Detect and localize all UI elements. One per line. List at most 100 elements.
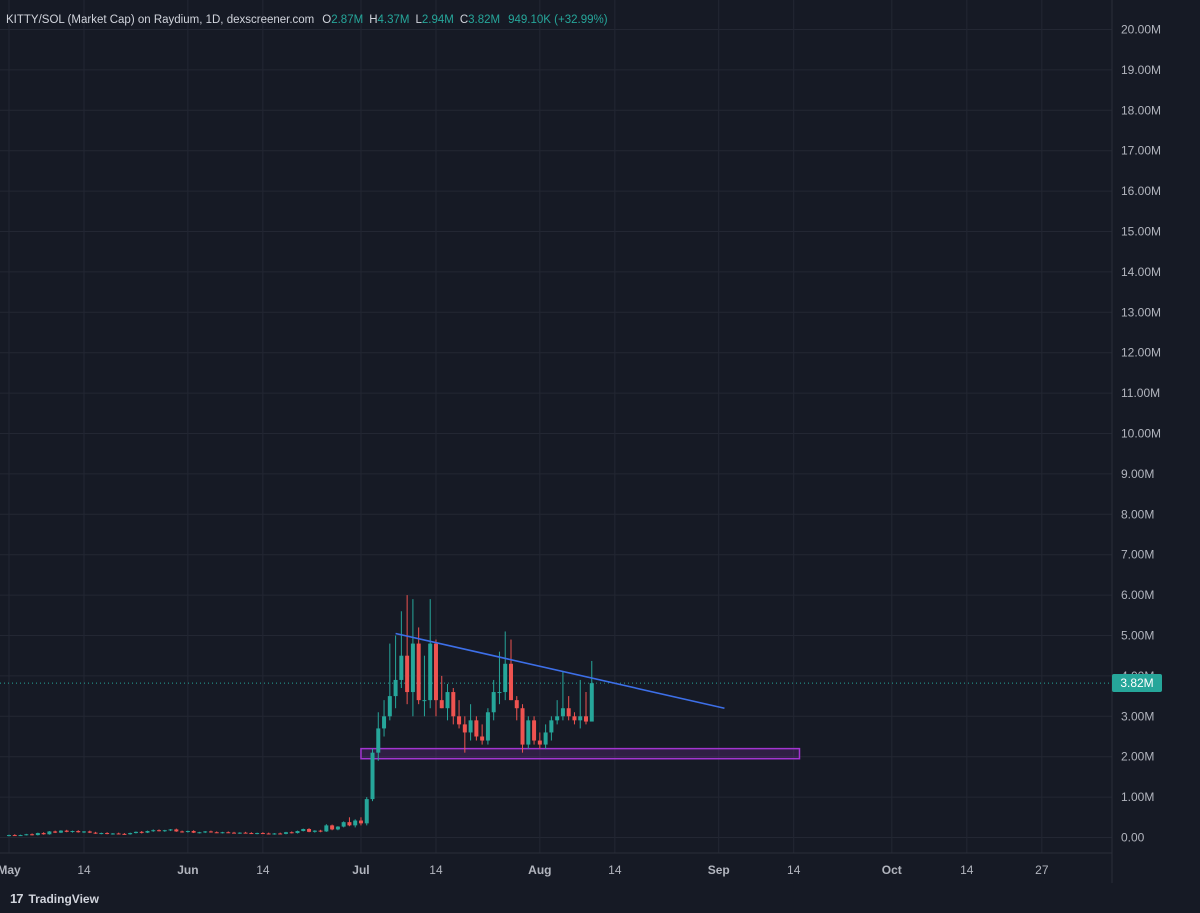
candle-body xyxy=(532,720,537,741)
candle-body xyxy=(462,724,467,733)
x-tick-label: Oct xyxy=(882,863,902,877)
y-tick-label: 11.00M xyxy=(1121,386,1160,400)
x-tick-label: Sep xyxy=(708,863,730,877)
candle-body xyxy=(7,835,11,837)
x-tick-label: 14 xyxy=(787,863,801,877)
candle-body xyxy=(185,831,190,833)
candle-body xyxy=(584,716,588,722)
candle-body xyxy=(64,830,69,832)
candle-body xyxy=(145,831,150,833)
candle-body xyxy=(255,833,260,835)
y-tick-label: 10.00M xyxy=(1121,427,1161,441)
candle-body xyxy=(520,708,525,745)
candle-body xyxy=(82,831,87,833)
candle-body xyxy=(174,829,179,832)
candle-body xyxy=(537,740,542,745)
x-axis-ticks: May 14 Jun 14 Jul 14 Aug 14 Sep 14 Oct 14 27 xyxy=(0,863,1049,877)
open-label: O xyxy=(322,14,332,26)
candle-body xyxy=(324,825,329,832)
close-label: C xyxy=(459,14,469,26)
candle-body xyxy=(428,643,433,701)
candle-body xyxy=(197,832,202,834)
candle-body xyxy=(503,663,508,693)
x-tick-label: 14 xyxy=(429,863,443,877)
candle-body xyxy=(41,833,46,835)
high-value: 4.37M xyxy=(377,14,410,26)
tradingview-brand[interactable]: 17 TradingView xyxy=(10,891,99,906)
change-value: 949.10K (+32.99%) xyxy=(508,14,608,26)
candle-body xyxy=(203,831,208,833)
candle-body xyxy=(30,834,35,836)
x-tick-label: Jul xyxy=(352,863,369,877)
y-tick-label: 19.00M xyxy=(1121,63,1161,77)
candle-body xyxy=(341,822,346,827)
x-tick-label: 14 xyxy=(608,863,622,877)
y-tick-label: 1.00M xyxy=(1121,790,1154,804)
candle-body xyxy=(301,829,306,832)
candle-body xyxy=(335,826,340,830)
high-label: H xyxy=(369,14,378,26)
candle-body xyxy=(243,832,248,834)
y-axis-ticks: 0.001.00M2.00M3.00M4.00M5.00M6.00M7.00M8… xyxy=(1121,23,1161,845)
y-tick-label: 3.00M xyxy=(1121,709,1154,723)
y-tick-label: 13.00M xyxy=(1121,305,1161,319)
candle-body xyxy=(139,831,144,833)
y-tick-label: 7.00M xyxy=(1121,548,1154,562)
candle-body xyxy=(151,830,156,832)
candle-body xyxy=(485,712,490,741)
candle-body xyxy=(162,830,167,832)
candle-body xyxy=(543,732,548,745)
candle-body xyxy=(387,696,392,717)
candle-body xyxy=(47,831,52,835)
candle-body xyxy=(76,831,81,833)
chart-symbol: KITTY/SOL (Market Cap) on Raydium, 1D, d… xyxy=(6,14,315,26)
candle-body xyxy=(214,832,219,834)
candle-body xyxy=(514,700,519,709)
x-tick-label: May xyxy=(0,863,21,877)
candle-body xyxy=(318,830,323,832)
candle-body xyxy=(330,825,335,830)
tradingview-logo-icon: 17 xyxy=(10,891,24,906)
chart-legend: KITTY/SOL (Market Cap) on Raydium, 1D, d… xyxy=(6,14,608,26)
candle-body xyxy=(105,833,110,835)
candle-body xyxy=(278,833,283,835)
open-value: 2.87M xyxy=(331,14,364,26)
candle-body xyxy=(457,716,462,725)
candle-body xyxy=(191,831,196,833)
trendline-segment xyxy=(395,632,725,710)
candle-body xyxy=(358,820,363,824)
candle-body xyxy=(116,833,121,835)
support-zone[interactable] xyxy=(360,747,801,760)
candle-body xyxy=(180,831,185,833)
candle-body xyxy=(133,831,138,834)
candle-body xyxy=(416,643,421,701)
resistance-trendline[interactable] xyxy=(395,632,725,710)
x-tick-label: 27 xyxy=(1035,863,1049,877)
candle-body xyxy=(226,832,231,834)
y-tick-label: 0.00 xyxy=(1121,831,1145,845)
candle-body xyxy=(555,716,560,721)
y-tick-label: 17.00M xyxy=(1121,144,1161,158)
candle-body xyxy=(572,716,577,721)
candle-body xyxy=(295,831,300,834)
candle-body xyxy=(376,728,381,753)
candle-body xyxy=(93,832,98,834)
candle-body xyxy=(122,833,127,835)
candle-body xyxy=(128,833,133,835)
candle-body xyxy=(53,831,58,833)
candle-body xyxy=(433,643,438,701)
candle-body xyxy=(549,720,554,733)
candle-body xyxy=(508,663,513,701)
candle-body xyxy=(237,832,242,834)
y-tick-label: 16.00M xyxy=(1121,184,1161,198)
candle-body xyxy=(266,833,271,835)
candle-body xyxy=(260,833,265,835)
candle-body xyxy=(578,716,583,721)
candle-body xyxy=(289,832,294,834)
candle-body xyxy=(312,830,317,832)
y-tick-label: 8.00M xyxy=(1121,507,1154,521)
candle-body xyxy=(208,831,213,833)
y-tick-label: 5.00M xyxy=(1121,629,1154,643)
low-value: 2.94M xyxy=(421,14,454,26)
